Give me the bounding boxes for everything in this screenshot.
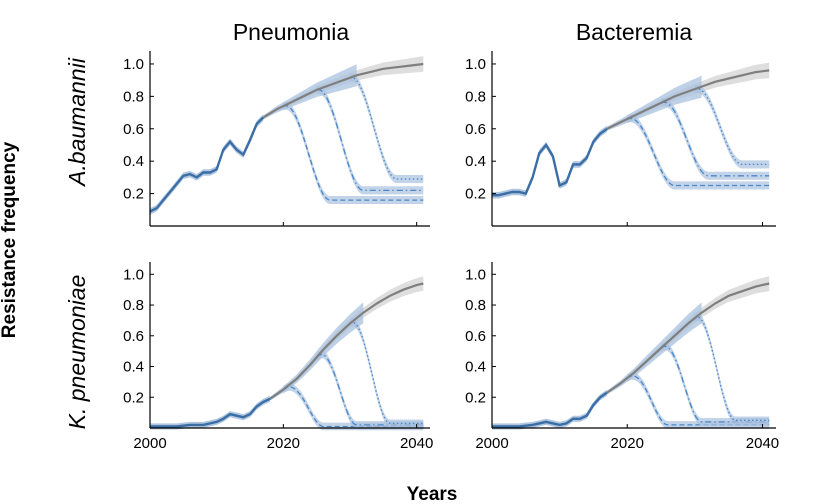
- intervention-line-dashed: [282, 386, 424, 428]
- x-tick-label: 2000: [475, 435, 508, 452]
- y-tick-label: 0.2: [465, 389, 486, 406]
- intervention-line-dashed: [283, 104, 424, 201]
- intervention-band: [694, 84, 770, 169]
- y-tick-label: 0.2: [465, 186, 486, 203]
- intervention-line-dashdot: [660, 345, 770, 423]
- y-tick-label: 0.6: [465, 328, 486, 345]
- y-tick-label: 0.8: [123, 297, 144, 314]
- projection-line: [262, 62, 424, 119]
- projection-line: [269, 282, 424, 400]
- intervention-band: [350, 318, 424, 428]
- x-axis-label: Years: [407, 484, 458, 504]
- history-band: [492, 125, 607, 199]
- row-title-k-pneumoniae: K. pneumoniae: [64, 275, 90, 430]
- y-tick-label: 1.0: [465, 266, 486, 283]
- y-tick-label: 1.0: [123, 56, 144, 73]
- intervention-band: [627, 114, 770, 190]
- history-line: [492, 127, 608, 197]
- intervention-line-dashdot: [316, 88, 424, 192]
- intervention-band: [694, 313, 770, 425]
- intervention-band: [350, 73, 424, 184]
- y-tick-label: 0.8: [123, 88, 144, 105]
- x-tick-label: 2020: [611, 435, 644, 452]
- x-tick-label: 2000: [133, 435, 166, 452]
- intervention-band: [661, 98, 770, 180]
- history-band: [150, 114, 264, 215]
- uncertainty-band: [263, 64, 357, 120]
- history-line: [150, 397, 271, 428]
- y-tick-label: 0.6: [465, 121, 486, 138]
- y-axis-label: Resistance frequency: [0, 141, 20, 338]
- x-tick-label: 2040: [746, 435, 779, 452]
- panel-a-baumannii-pneumonia: 0.2 0.4 0.6 0.8 1.0: [123, 51, 430, 227]
- projection-line: [606, 282, 770, 394]
- intervention-line-dotted: [349, 321, 424, 425]
- y-tick-label: 0.8: [465, 88, 486, 105]
- x-tick-label: 2020: [267, 435, 300, 452]
- y-tick-label: 0.6: [123, 328, 144, 345]
- history-line: [149, 116, 265, 213]
- x-tick-label: 2040: [400, 435, 433, 452]
- projection-line: [606, 69, 770, 130]
- intervention-band: [661, 342, 770, 426]
- history-line: [492, 391, 608, 428]
- y-tick-label: 0.4: [465, 359, 486, 376]
- y-tick-label: 0.8: [465, 297, 486, 314]
- y-tick-label: 1.0: [465, 56, 486, 73]
- y-tick-label: 0.2: [123, 389, 144, 406]
- y-tick-label: 0.4: [123, 153, 144, 170]
- y-tick-label: 0.6: [123, 121, 144, 138]
- y-tick-label: 0.4: [465, 153, 486, 170]
- uncertainty-band: [607, 302, 702, 395]
- y-tick-label: 1.0: [123, 266, 144, 283]
- panel-k-pneumoniae-bacteremia: 0.2 0.4 0.6 0.8 1.0 2000 2020 2040: [465, 262, 779, 452]
- y-tick-label: 0.4: [123, 359, 144, 376]
- intervention-band: [316, 350, 424, 429]
- row-title-a-baumannii: A.baumannii: [64, 57, 90, 188]
- panel-k-pneumoniae-pneumonia: 0.2 0.4 0.6 0.8 1.0 2000 2020 2040: [123, 262, 433, 452]
- intervention-line-dotted: [694, 316, 770, 421]
- intervention-line-dashdot: [660, 101, 770, 177]
- col-title-pneumonia: Pneumonia: [233, 19, 350, 45]
- col-title-bacteremia: Bacteremia: [576, 19, 693, 45]
- intervention-line-dotted: [694, 88, 770, 166]
- uncertainty-band: [270, 302, 364, 401]
- intervention-line-dashed: [626, 117, 770, 187]
- intervention-band: [316, 85, 424, 195]
- projection-band: [263, 56, 424, 120]
- panel-a-baumannii-bacteremia: 0.2 0.4 0.6 0.8 1.0: [465, 51, 776, 227]
- y-tick-label: 0.2: [123, 186, 144, 203]
